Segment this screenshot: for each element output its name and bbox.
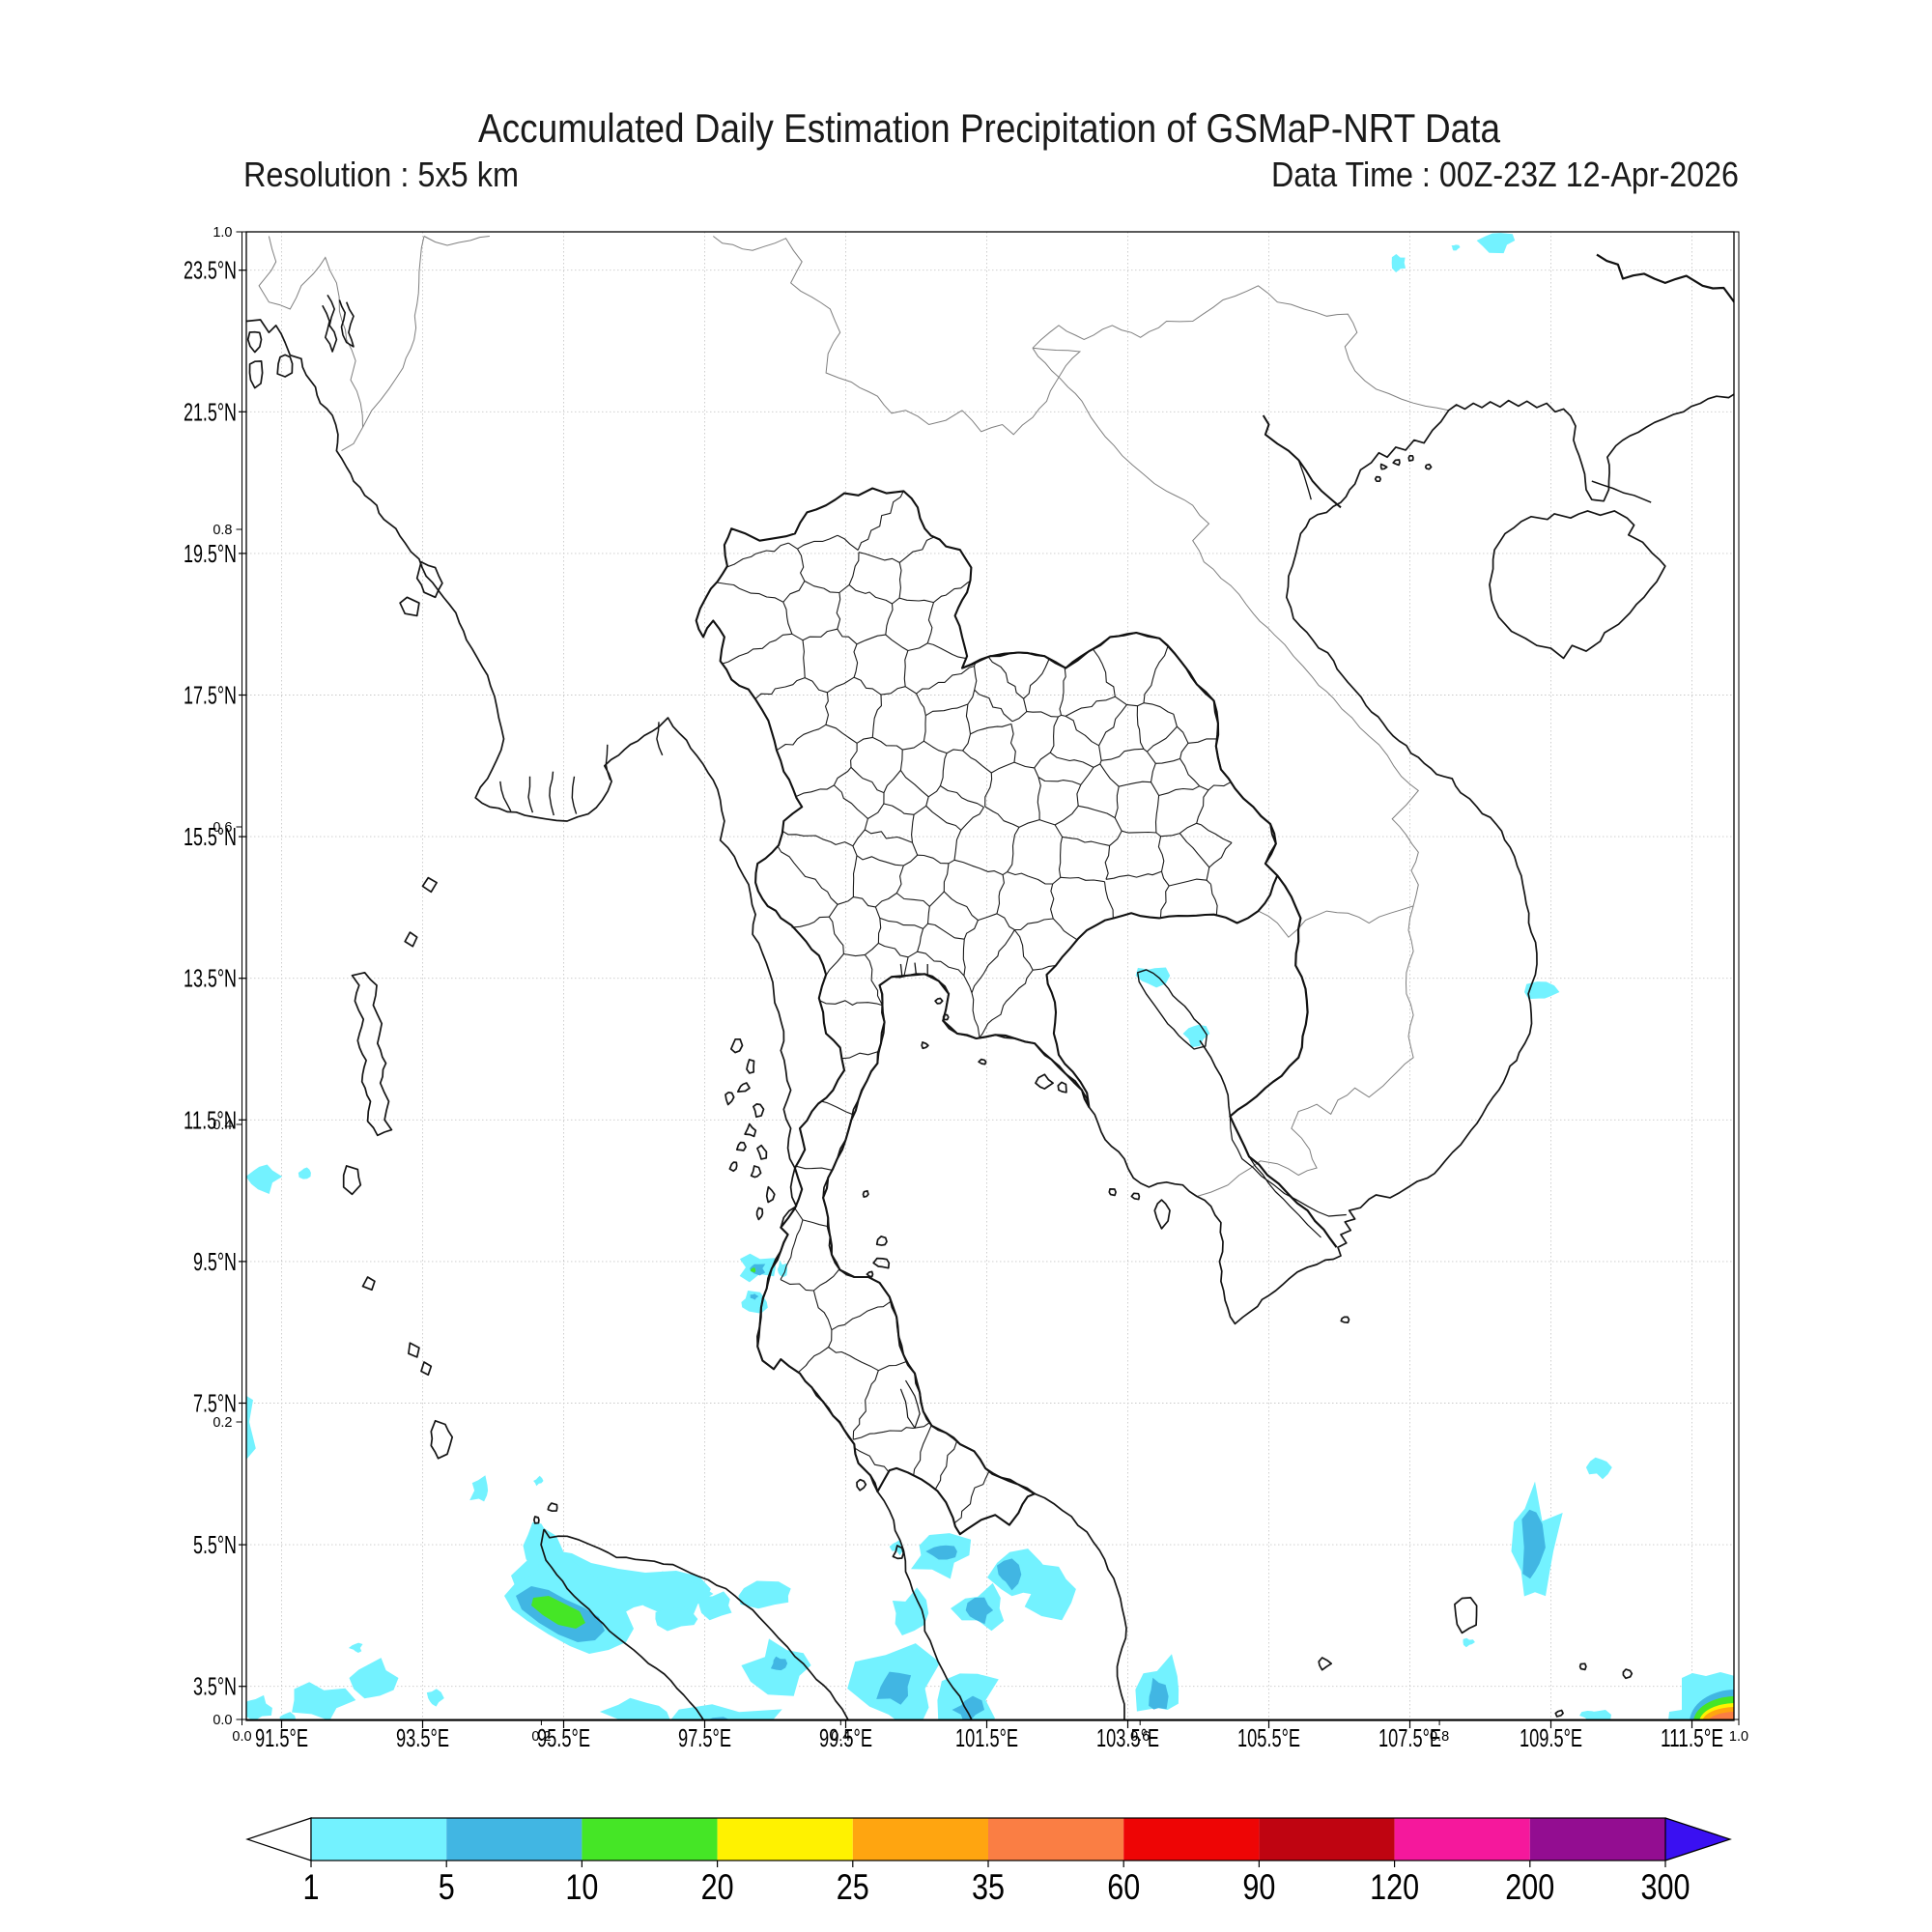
- svg-text:90: 90: [1242, 1867, 1275, 1907]
- svg-text:300: 300: [1641, 1867, 1690, 1907]
- svg-text:0.0: 0.0: [213, 1713, 232, 1728]
- svg-text:1: 1: [303, 1867, 320, 1907]
- svg-text:25: 25: [837, 1867, 869, 1907]
- svg-text:93.5°E: 93.5°E: [396, 1723, 449, 1752]
- svg-text:Data Time : 00Z-23Z 12-Apr-202: Data Time : 00Z-23Z 12-Apr-2026: [1271, 155, 1739, 194]
- svg-text:99.5°E: 99.5°E: [819, 1723, 872, 1752]
- svg-text:0.4: 0.4: [831, 1729, 850, 1745]
- svg-text:1.0: 1.0: [213, 225, 232, 241]
- svg-text:3.5°N: 3.5°N: [193, 1672, 237, 1701]
- svg-text:20: 20: [701, 1867, 734, 1907]
- svg-text:107.5°E: 107.5°E: [1378, 1723, 1441, 1752]
- svg-text:0.8: 0.8: [213, 523, 232, 538]
- svg-text:23.5°N: 23.5°N: [184, 256, 237, 285]
- svg-text:60: 60: [1107, 1867, 1140, 1907]
- svg-text:0.4: 0.4: [213, 1118, 232, 1133]
- svg-text:91.5°E: 91.5°E: [255, 1723, 308, 1752]
- svg-text:10: 10: [565, 1867, 598, 1907]
- svg-text:97.5°E: 97.5°E: [678, 1723, 731, 1752]
- svg-text:109.5°E: 109.5°E: [1520, 1723, 1582, 1752]
- svg-text:1.0: 1.0: [1729, 1729, 1748, 1745]
- svg-text:0.6: 0.6: [213, 820, 232, 836]
- svg-text:0.2: 0.2: [213, 1415, 232, 1431]
- svg-text:5: 5: [439, 1867, 455, 1907]
- svg-text:Accumulated Daily Estimation P: Accumulated Daily Estimation Precipitati…: [478, 105, 1501, 151]
- svg-text:7.5°N: 7.5°N: [193, 1389, 237, 1418]
- svg-text:11.5°N: 11.5°N: [184, 1105, 237, 1134]
- svg-text:21.5°N: 21.5°N: [184, 397, 237, 426]
- svg-text:111.5°E: 111.5°E: [1661, 1723, 1723, 1752]
- svg-text:Resolution : 5x5 km: Resolution : 5x5 km: [243, 155, 519, 194]
- svg-text:15.5°N: 15.5°N: [184, 822, 237, 851]
- svg-text:103.5°E: 103.5°E: [1096, 1723, 1159, 1752]
- svg-text:0.2: 0.2: [531, 1729, 551, 1745]
- svg-text:9.5°N: 9.5°N: [193, 1247, 237, 1276]
- svg-text:120: 120: [1370, 1867, 1419, 1907]
- svg-text:0.8: 0.8: [1430, 1729, 1449, 1745]
- svg-text:19.5°N: 19.5°N: [184, 539, 237, 568]
- svg-text:17.5°N: 17.5°N: [184, 681, 237, 710]
- svg-text:101.5°E: 101.5°E: [955, 1723, 1018, 1752]
- svg-text:0.0: 0.0: [232, 1729, 251, 1745]
- svg-text:95.5°E: 95.5°E: [537, 1723, 590, 1752]
- svg-text:13.5°N: 13.5°N: [184, 964, 237, 993]
- svg-text:5.5°N: 5.5°N: [193, 1530, 237, 1559]
- svg-text:35: 35: [972, 1867, 1005, 1907]
- svg-text:0.6: 0.6: [1130, 1729, 1150, 1745]
- svg-text:105.5°E: 105.5°E: [1237, 1723, 1300, 1752]
- svg-text:200: 200: [1505, 1867, 1554, 1907]
